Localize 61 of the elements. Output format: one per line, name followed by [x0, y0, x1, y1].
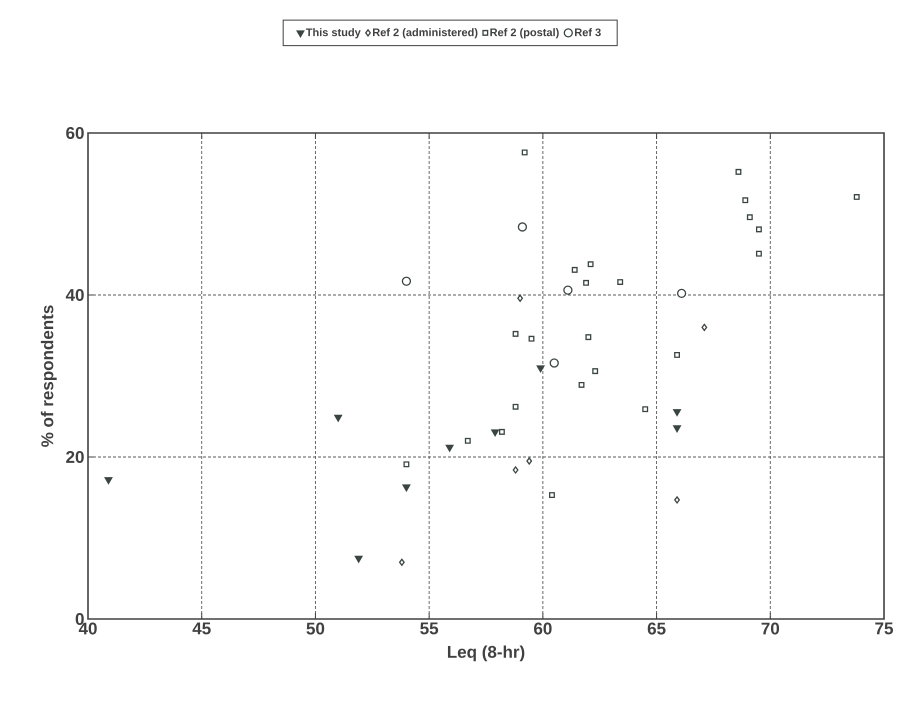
point [526, 457, 532, 465]
x-tick-label: 60 [534, 622, 552, 635]
legend-label: Ref 2 (administered) [373, 28, 478, 38]
y-axis-title: % of respondents [40, 305, 57, 447]
point [334, 414, 342, 422]
point [398, 558, 405, 566]
legend-label: Ref 3 [575, 28, 601, 36]
point [572, 266, 578, 273]
point [674, 352, 680, 358]
x-tick-label: 75 [875, 622, 893, 634]
point [578, 382, 584, 388]
point [583, 280, 590, 286]
point [491, 429, 500, 436]
x-tick-label: 45 [192, 622, 211, 634]
point [701, 324, 708, 332]
point [736, 168, 742, 175]
point [854, 194, 860, 200]
point [617, 279, 624, 285]
point [550, 358, 559, 368]
point [402, 484, 410, 492]
point [517, 294, 524, 302]
point [512, 330, 519, 337]
legend-label: Ref 2 (postal) [490, 28, 559, 38]
point [498, 428, 505, 435]
point [512, 404, 519, 410]
point [742, 197, 748, 204]
point [585, 334, 592, 340]
x-tick-label: 50 [306, 622, 324, 635]
point [756, 226, 762, 232]
x-tick-label: 65 [648, 622, 666, 635]
x-tick-label: 55 [420, 622, 438, 634]
point [642, 406, 648, 412]
point [676, 288, 686, 298]
point [563, 285, 573, 295]
point [518, 222, 528, 232]
point [549, 492, 555, 498]
point [528, 336, 534, 342]
y-tick-label: 20 [66, 450, 84, 464]
x-axis-title: Leq (8-hr) [448, 645, 524, 662]
y-tick-label: 60 [66, 126, 84, 140]
x-tick-label: 40 [78, 622, 97, 635]
point [588, 261, 594, 268]
point [673, 425, 681, 432]
point [354, 556, 363, 563]
point [746, 214, 753, 220]
y-tick-label: 0 [76, 612, 84, 626]
point [592, 368, 598, 374]
point [756, 250, 762, 257]
point [104, 477, 112, 484]
point [673, 409, 681, 416]
point [512, 466, 518, 474]
point [402, 276, 412, 286]
y-tick-label: 40 [66, 288, 84, 302]
point [522, 149, 528, 156]
point [674, 496, 680, 504]
x-tick-label: 70 [762, 622, 780, 635]
point [446, 444, 454, 452]
point [403, 461, 410, 468]
legend-label: This study [306, 28, 361, 38]
point [464, 438, 471, 444]
point [536, 365, 545, 372]
